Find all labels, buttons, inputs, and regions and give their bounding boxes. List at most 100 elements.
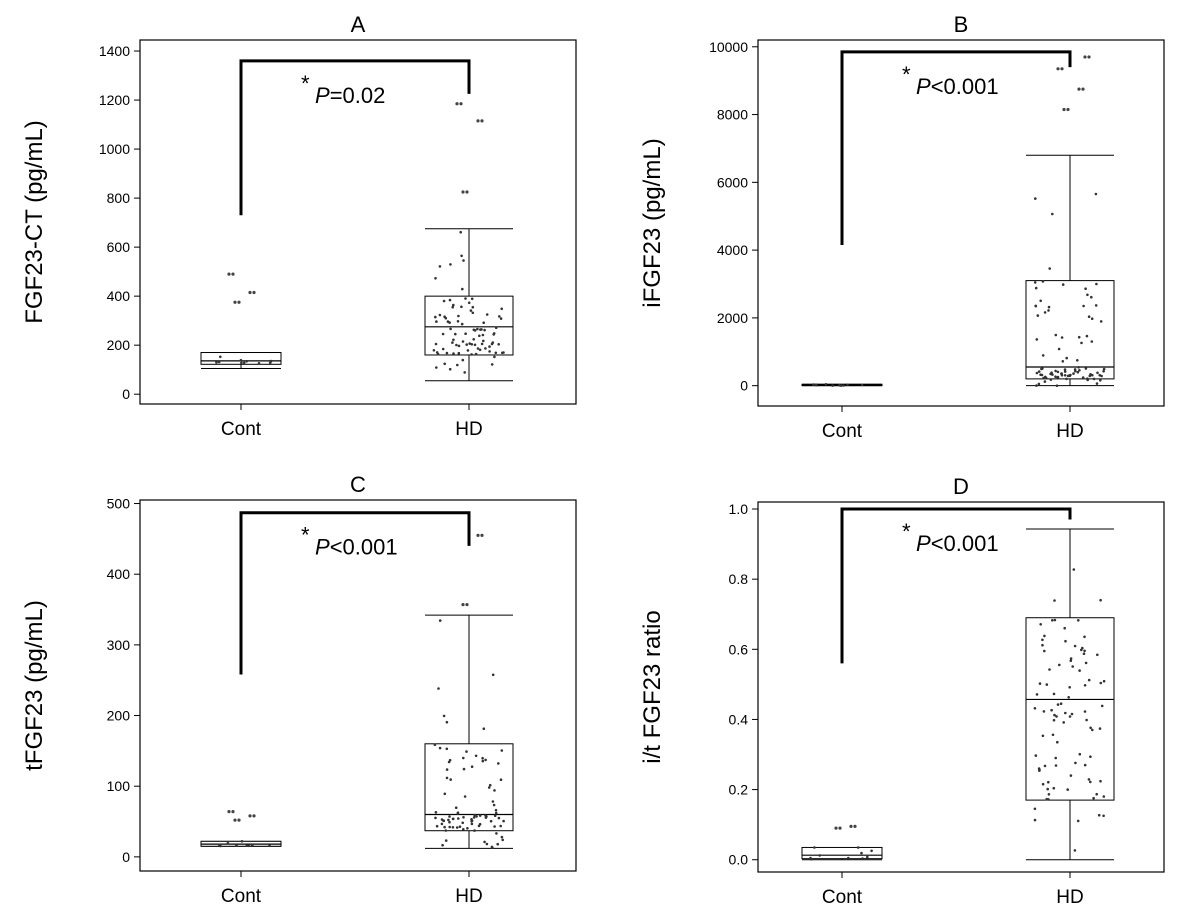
data-point	[434, 816, 437, 820]
data-point	[445, 351, 449, 355]
data-point	[466, 349, 470, 352]
outlier-point	[1083, 55, 1087, 59]
data-point	[442, 299, 446, 303]
data-point	[470, 820, 473, 823]
data-point	[1081, 646, 1084, 650]
data-point	[257, 362, 261, 365]
data-point	[1047, 305, 1051, 309]
data-point	[478, 334, 481, 338]
data-point	[1042, 710, 1046, 713]
data-point	[501, 351, 504, 355]
data-point	[1060, 336, 1064, 339]
data-point	[448, 825, 452, 829]
data-point	[435, 366, 438, 369]
x-tick-label-hd: HD	[1056, 421, 1083, 442]
data-point	[483, 840, 486, 844]
p-value: <0.001	[931, 531, 999, 556]
data-point	[1063, 374, 1067, 377]
data-point	[502, 819, 505, 823]
outlier-point	[252, 814, 256, 818]
data-point	[235, 844, 238, 847]
data-point	[810, 857, 813, 861]
data-point	[445, 747, 449, 751]
data-point	[1047, 793, 1051, 796]
outlier-point	[476, 533, 480, 537]
data-point	[268, 361, 272, 365]
data-point	[464, 297, 467, 300]
outlier-point	[459, 102, 463, 106]
x-tick-label-hd: HD	[1056, 887, 1083, 908]
y-tick-label: 500	[107, 496, 131, 512]
data-point	[448, 815, 451, 818]
data-point	[441, 332, 445, 336]
data-point	[1061, 360, 1065, 363]
data-point	[472, 816, 476, 819]
data-point	[1033, 818, 1037, 822]
data-point	[1043, 634, 1046, 638]
data-point	[1084, 367, 1088, 370]
data-point	[445, 720, 449, 724]
data-point	[1038, 769, 1041, 772]
data-point	[435, 824, 439, 828]
data-point	[470, 353, 473, 356]
data-point	[846, 383, 849, 387]
data-point	[1040, 367, 1043, 371]
p-value-label: P<0.001	[315, 535, 398, 560]
data-point	[1053, 599, 1056, 602]
box-hd	[424, 228, 514, 382]
data-point	[454, 806, 458, 809]
plot-frame	[757, 39, 1165, 407]
data-point	[447, 818, 450, 822]
data-point	[870, 849, 873, 853]
data-point	[1051, 619, 1054, 622]
data-point	[1051, 733, 1055, 737]
outlier-point	[1077, 87, 1081, 91]
data-point	[499, 778, 503, 781]
data-point	[494, 808, 498, 812]
data-point	[1041, 782, 1045, 786]
data-point	[1082, 304, 1085, 308]
data-point	[497, 816, 501, 820]
data-point	[461, 340, 465, 343]
p-value-label: P<0.001	[916, 74, 999, 99]
significance-star: *	[902, 62, 911, 87]
y-tick-label: 0.6	[729, 641, 749, 657]
data-point	[250, 843, 254, 846]
data-point	[1069, 774, 1073, 777]
significance-star: *	[301, 523, 310, 548]
data-point	[1092, 796, 1095, 800]
data-point	[443, 792, 447, 796]
data-point	[1034, 754, 1038, 757]
data-point	[451, 341, 454, 344]
data-point	[1082, 652, 1086, 655]
y-tick-label: 1.0	[729, 501, 749, 517]
data-point	[1078, 369, 1081, 372]
data-point	[484, 347, 487, 350]
data-point	[1096, 653, 1099, 657]
data-point	[1056, 370, 1060, 374]
data-point	[462, 828, 465, 831]
plot-frame	[139, 39, 577, 405]
data-point	[459, 230, 463, 234]
outlier-point	[1062, 107, 1066, 112]
plot-frame	[757, 501, 1165, 873]
data-point	[437, 687, 440, 690]
outlier-point	[1060, 67, 1064, 71]
data-point	[489, 819, 493, 823]
data-point	[1035, 384, 1038, 387]
y-axis-label: FGF23-CT (pg/mL)	[21, 120, 48, 324]
data-point	[460, 305, 463, 309]
data-point	[1102, 367, 1106, 371]
data-point	[1050, 708, 1053, 712]
y-tick-label: 600	[107, 239, 131, 255]
data-point	[463, 371, 467, 374]
data-point	[1077, 335, 1081, 339]
outlier-point	[237, 300, 241, 304]
y-tick-label: 8000	[717, 107, 748, 123]
data-point	[1080, 341, 1083, 345]
data-point	[455, 826, 459, 829]
data-point	[1043, 311, 1047, 314]
iqr-box	[1025, 617, 1115, 801]
